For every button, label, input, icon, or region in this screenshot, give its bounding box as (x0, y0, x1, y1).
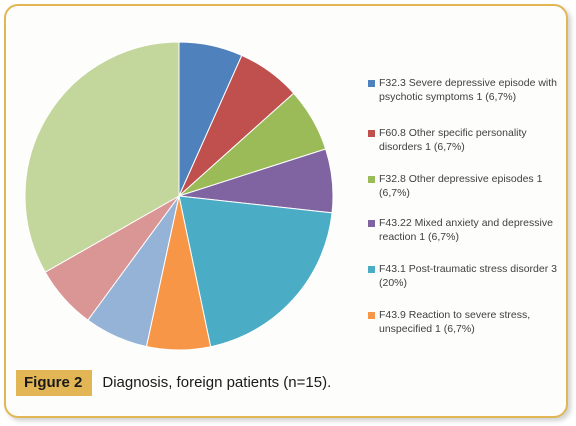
legend-swatch (368, 176, 375, 183)
figure-caption: Figure 2 Diagnosis, foreign patients (n=… (16, 370, 331, 396)
pie-slices (24, 41, 334, 351)
legend-swatch (368, 266, 375, 273)
figure-frame: F32.3 Severe depressive episode with psy… (4, 4, 568, 418)
legend-label: F43.1 Post-traumatic stress disorder 3 (… (379, 263, 557, 289)
figure-label: Figure 2 (16, 370, 93, 396)
legend-swatch (368, 130, 375, 137)
legend-swatch (368, 312, 375, 319)
legend-label: F43.9 Reaction to severe stress, unspeci… (379, 309, 531, 335)
legend-swatch (368, 80, 375, 87)
legend-label: F32.8 Other depressive episodes 1 (6,7%) (379, 173, 543, 199)
legend-swatch (368, 220, 375, 227)
pie-slice-9 (24, 41, 180, 273)
legend-label: F43.22 Mixed anxiety and depressive reac… (379, 217, 553, 243)
figure-caption-text: Diagnosis, foreign patients (n=15). (102, 374, 332, 391)
pie-slice-5 (178, 195, 333, 348)
legend-label: F60.8 Other specific personality disorde… (379, 127, 527, 153)
pie-chart (24, 41, 334, 351)
legend-label: F32.3 Severe depressive episode with psy… (379, 77, 558, 103)
